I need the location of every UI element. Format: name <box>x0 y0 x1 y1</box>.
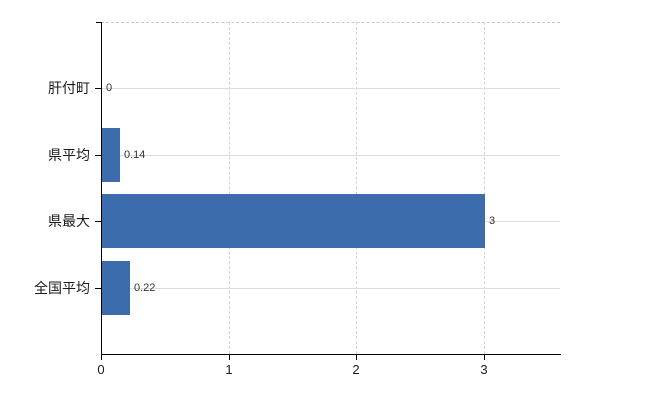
bar-value-label: 3 <box>489 215 496 227</box>
y-axis-line <box>101 22 102 355</box>
x-axis-tick-label: 2 <box>352 362 360 377</box>
x-axis-tick <box>101 355 102 360</box>
bar-value-label: 0.22 <box>134 282 156 294</box>
category-label: 県平均 <box>48 147 90 163</box>
y-axis-end-tick <box>96 22 102 23</box>
chart-bar <box>102 261 130 315</box>
bar-value-label: 0.14 <box>124 149 146 161</box>
y-axis-tick <box>95 221 101 222</box>
horizontal-gridline <box>102 288 560 289</box>
x-axis-tick <box>484 355 485 360</box>
y-axis-tick <box>95 155 101 156</box>
x-axis-tick <box>356 355 357 360</box>
chart-bar <box>102 194 485 248</box>
category-label: 肝付町 <box>48 80 90 96</box>
x-axis-tick <box>229 355 230 360</box>
category-label: 県最大 <box>48 213 90 229</box>
x-axis-line <box>101 354 561 355</box>
plot-top-border <box>101 22 560 23</box>
vertical-gridline <box>484 22 485 354</box>
y-axis-tick <box>95 88 101 89</box>
horizontal-gridline <box>102 155 560 156</box>
x-axis-tick-label: 3 <box>480 362 488 377</box>
category-label: 全国平均 <box>34 280 90 296</box>
horizontal-gridline <box>102 88 560 89</box>
vertical-gridline <box>229 22 230 354</box>
vertical-gridline <box>356 22 357 354</box>
x-axis-tick-label: 1 <box>225 362 233 377</box>
bar-value-label: 0 <box>106 82 113 94</box>
chart-bar <box>102 128 120 182</box>
x-axis-tick-label: 0 <box>97 362 105 377</box>
y-axis-tick <box>95 288 101 289</box>
